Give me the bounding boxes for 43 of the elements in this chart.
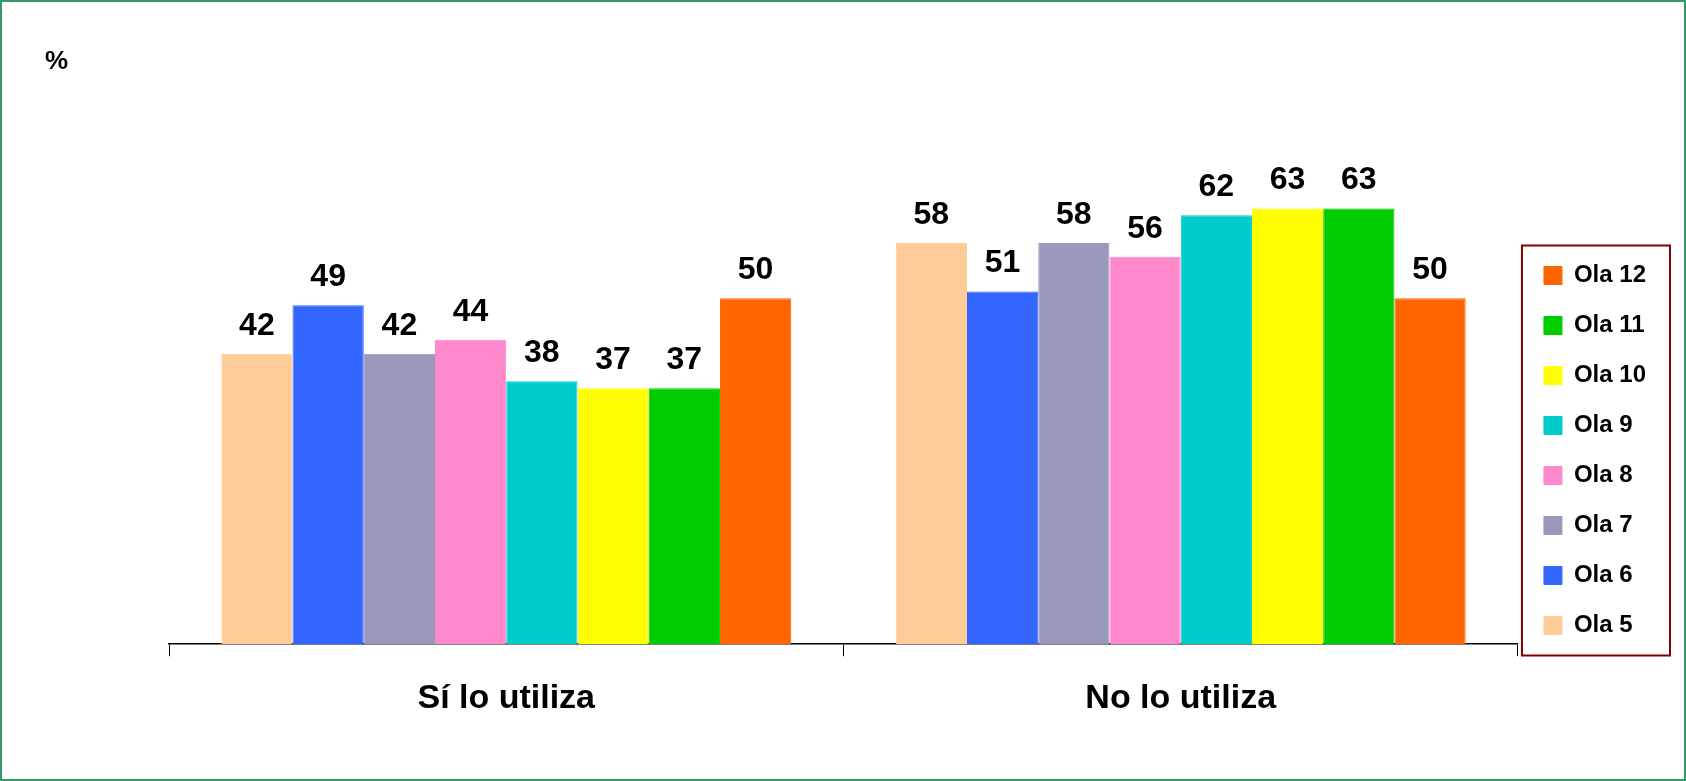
bar [435,339,507,645]
data-label: 37 [666,340,703,377]
text: % [45,45,69,76]
bar [1109,256,1181,645]
data-label: 56 [1127,208,1163,245]
legend-label: Ola 9 [1573,410,1633,438]
data-label: 62 [1198,167,1235,204]
x-tick-label: Sí lo utiliza [417,676,597,715]
bar [648,388,720,645]
data-label: 51 [984,243,1021,280]
data-label: 50 [737,250,774,287]
data-label: 44 [452,291,489,328]
legend-label: Ola 12 [1573,260,1646,288]
data-label: 50 [1412,250,1448,287]
bar [221,353,293,645]
data-label: 37 [595,340,631,377]
bar [1394,298,1466,645]
bar [719,298,792,645]
bar [577,388,649,645]
bar [1038,243,1110,645]
data-label: 38 [524,333,560,370]
bar [1323,208,1395,645]
data-label: 49 [310,257,346,294]
legend-label: Ola 8 [1573,460,1633,488]
data-label: 63 [1269,160,1306,197]
legend-label: Ola 10 [1573,360,1646,388]
bar [292,305,364,645]
legend-label: Ola 5 [1573,610,1633,638]
legend-label: Ola 7 [1573,510,1633,538]
bar [1180,215,1252,645]
bar [506,381,578,645]
bar [895,243,967,645]
data-label: 58 [913,194,950,231]
data-label: 42 [239,305,275,342]
bar [363,353,435,645]
bar [1251,208,1324,645]
bar [966,291,1039,645]
x-tick-label: No lo utiliza [1085,676,1278,715]
legend-label: Ola 6 [1573,560,1633,588]
data-label: 63 [1341,160,1377,197]
data-label: 42 [381,305,418,342]
data-label: 58 [1056,194,1092,231]
legend-label: Ola 11 [1573,310,1645,338]
